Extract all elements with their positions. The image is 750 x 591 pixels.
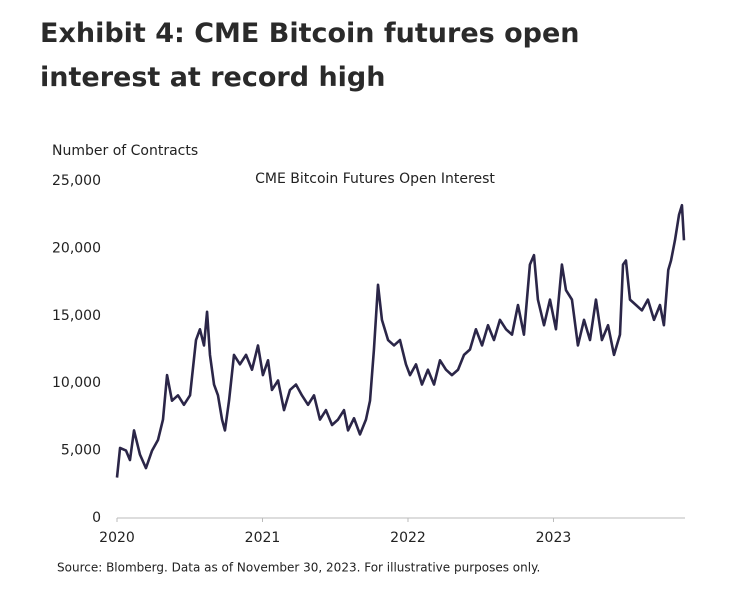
y-tick-label: 15,000 (52, 308, 101, 324)
source-note: Source: Blomberg. Data as of November 30… (57, 561, 540, 575)
y-tick-label: 20,000 (52, 240, 101, 256)
data-line (115, 203, 686, 478)
y-axis-label: Number of Contracts (52, 143, 198, 159)
x-tick-label: 2023 (536, 530, 572, 546)
x-tick-label: 2021 (245, 530, 281, 546)
y-tick-label: 5,000 (61, 443, 101, 459)
x-tick-label: 2022 (390, 530, 426, 546)
y-tick-label: 10,000 (52, 375, 101, 391)
y-tick-label: 25,000 (52, 173, 101, 189)
chart-title: Exhibit 4: CME Bitcoin futures open inte… (40, 18, 580, 93)
x-tick-label: 2020 (99, 530, 135, 546)
series-label: CME Bitcoin Futures Open Interest (255, 171, 495, 187)
y-tick-label: 0 (92, 510, 101, 526)
